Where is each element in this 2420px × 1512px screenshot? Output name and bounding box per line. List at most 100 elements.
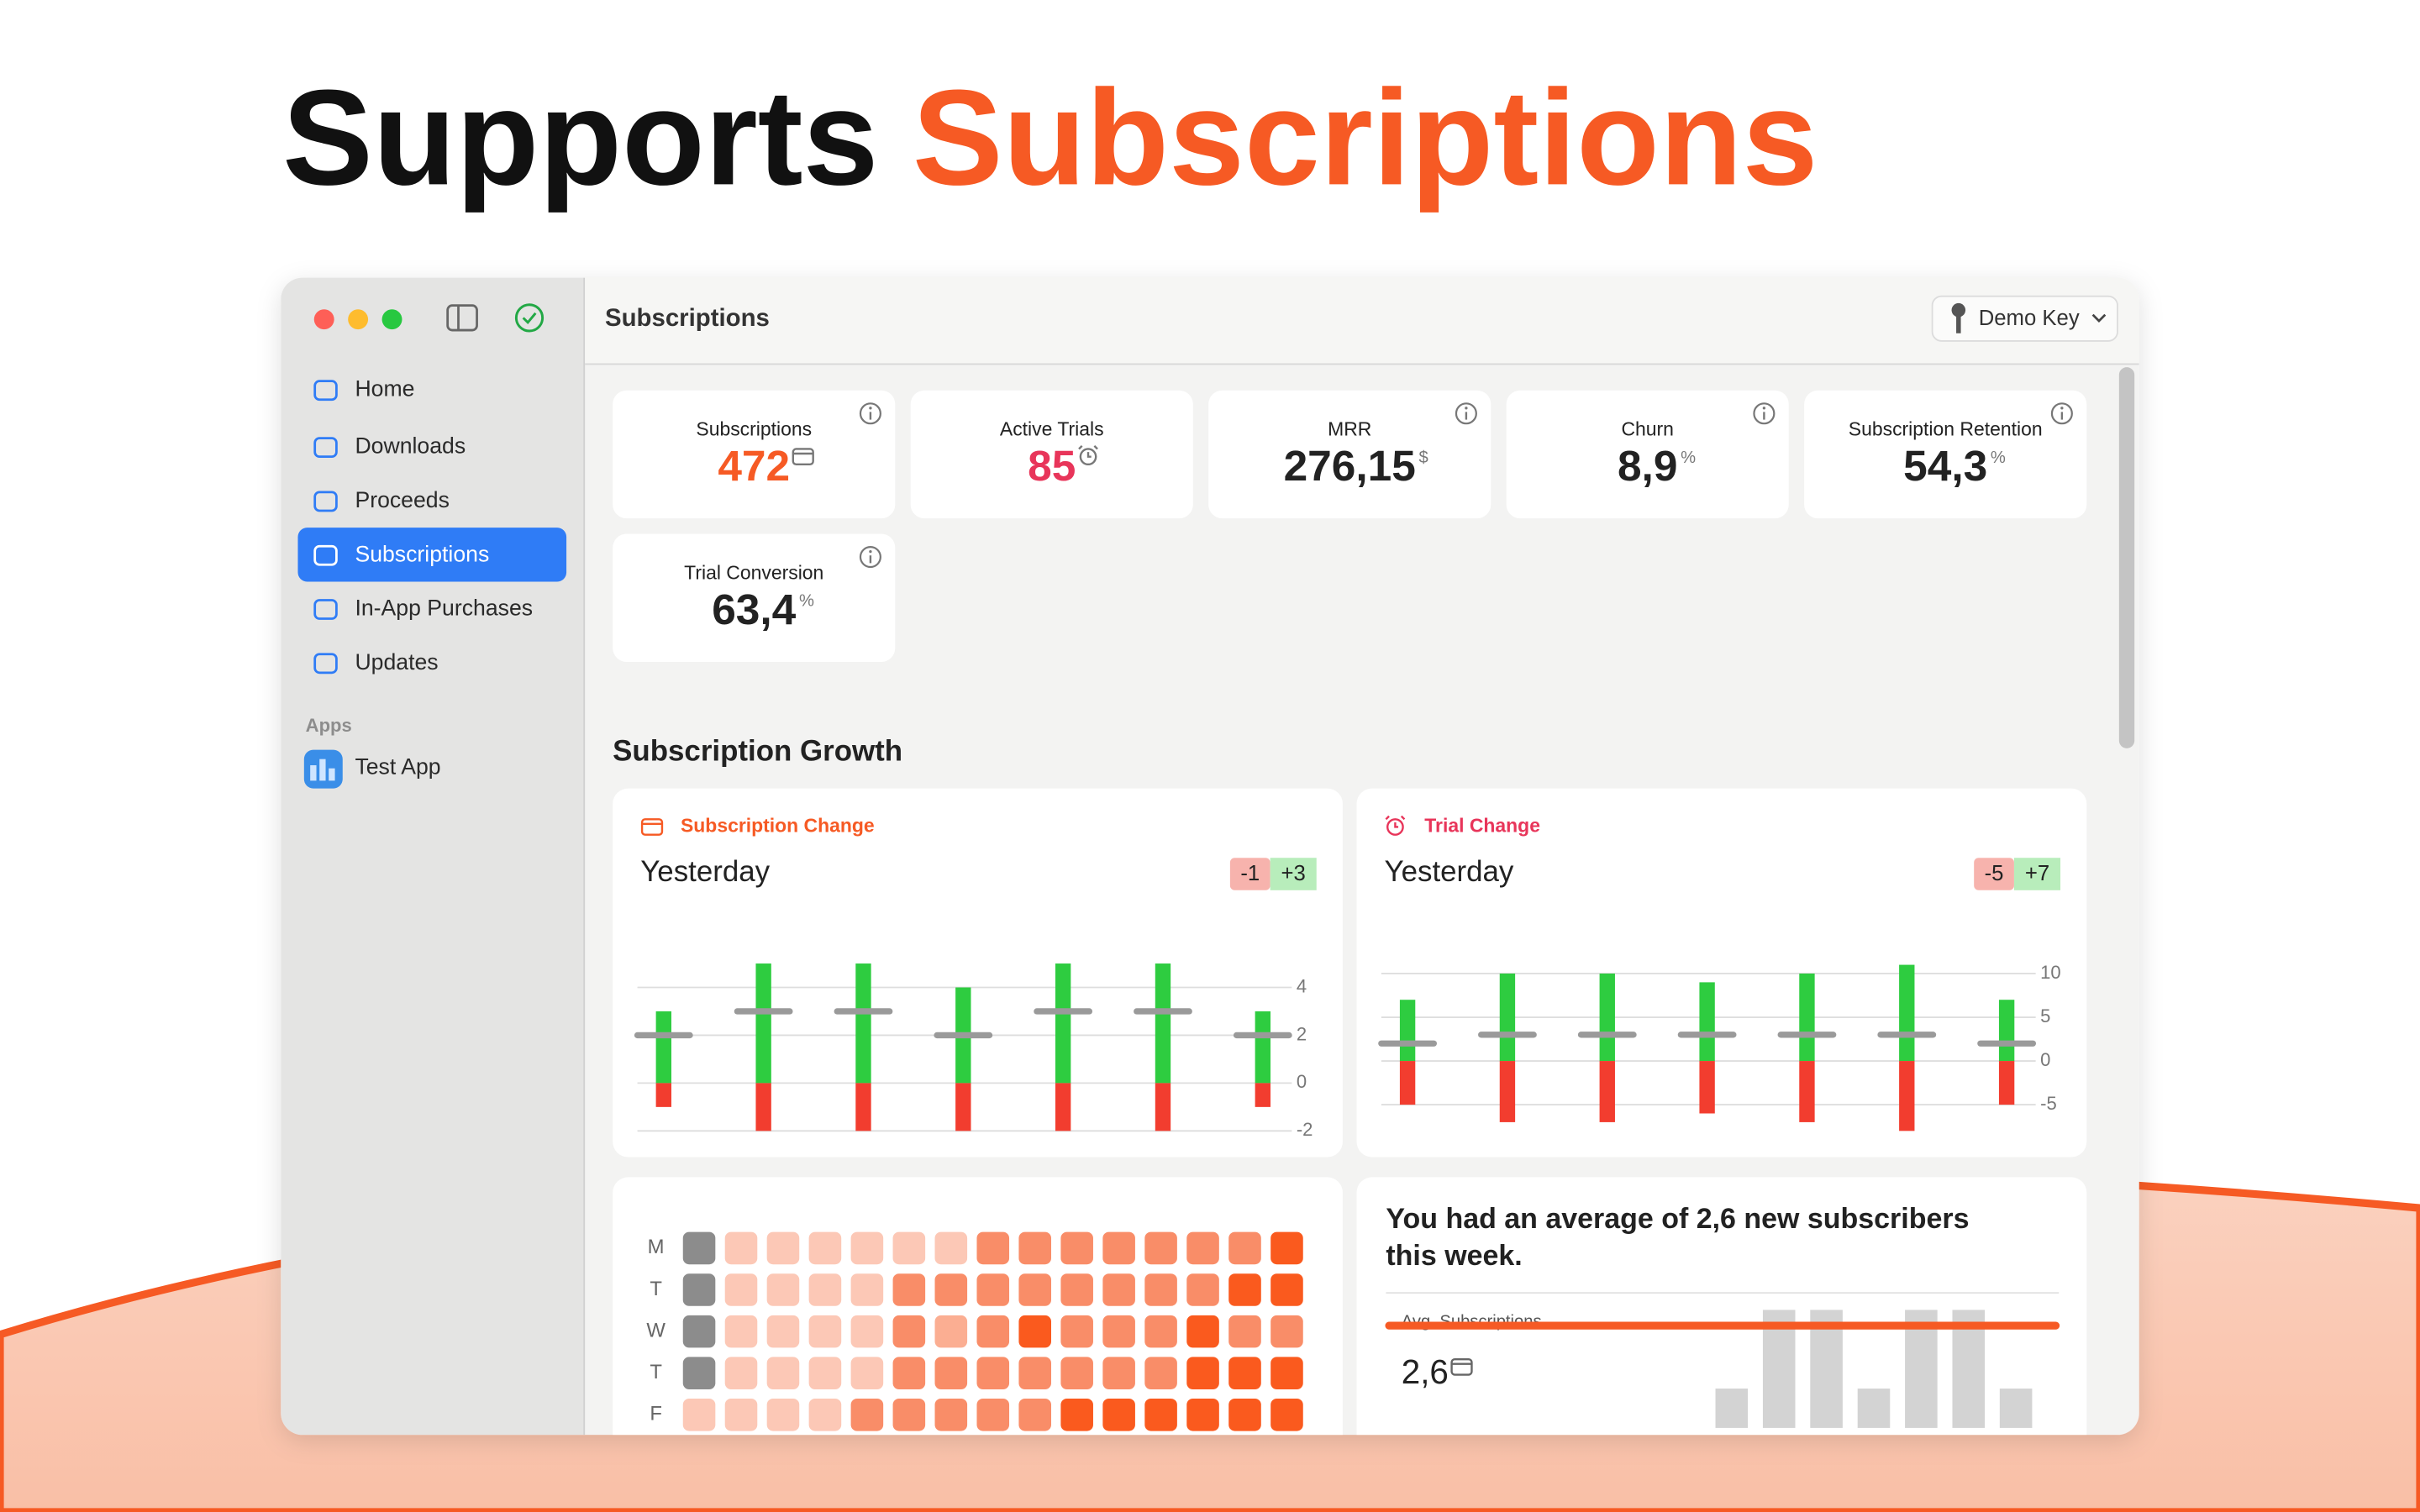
level-marker: [1233, 1032, 1292, 1039]
heatmap-cell: [892, 1273, 926, 1306]
scrollbar[interactable]: [2118, 367, 2135, 748]
sidebar-icon: [313, 380, 338, 402]
heatmap-cell: [850, 1315, 884, 1348]
heatmap-row-label: M: [648, 1236, 665, 1258]
average-card: [1356, 1177, 2087, 1436]
heatmap-cell: [934, 1357, 968, 1389]
heatmap-cell: [1270, 1399, 1303, 1431]
metric-card: [1804, 390, 2087, 519]
card-icon: [792, 448, 814, 466]
section-title: Subscription Growth: [613, 735, 902, 768]
y-tick-label: 5: [2040, 1005, 2050, 1026]
gain-bar: [1155, 963, 1171, 1084]
card-shape: [792, 448, 814, 466]
gain-bar: [1799, 973, 1815, 1062]
close-button[interactable]: [313, 309, 334, 330]
sidebar-item[interactable]: Subscriptions: [355, 541, 489, 566]
loss-bar: [655, 1083, 671, 1107]
sidebar-item[interactable]: In-App Purchases: [355, 596, 533, 621]
level-marker: [1034, 1008, 1093, 1015]
info-icon[interactable]: [2050, 402, 2073, 425]
y-tick-label: 4: [1297, 975, 1307, 996]
heatmap-cell: [724, 1315, 758, 1348]
loss-bar: [1799, 1061, 1815, 1122]
metric-value: 276,15: [1284, 441, 1416, 490]
metric-unit: $: [1419, 449, 1428, 467]
heatmap-cell: [682, 1357, 716, 1389]
sidebar-toggle[interactable]: [446, 304, 478, 332]
heatmap-cell: [1270, 1231, 1303, 1265]
average-headline: this week.: [1386, 1240, 1522, 1272]
loss-bar: [755, 1083, 771, 1131]
level-marker: [1378, 1040, 1437, 1047]
gain-bar: [1899, 964, 1915, 1062]
heatmap-cell: [766, 1273, 800, 1306]
change-badge: [2013, 858, 2061, 890]
change-badge: [1974, 858, 2014, 890]
heatmap-cell: [1144, 1357, 1177, 1389]
metric-value: 472: [718, 441, 790, 490]
level-marker: [834, 1008, 893, 1015]
info-icon[interactable]: [859, 546, 881, 569]
sidebar-item[interactable]: Updates: [355, 649, 438, 675]
level-marker: [1677, 1032, 1737, 1038]
heatmap-cell: [976, 1315, 1010, 1348]
heatmap-cell: [724, 1399, 758, 1431]
heatmap-cell: [808, 1273, 842, 1306]
alarm-hands: [1385, 815, 1406, 828]
gain-bar: [855, 963, 871, 1084]
sidebar-section: Apps: [306, 715, 352, 736]
heatmap-cell: [850, 1399, 884, 1431]
heatmap-cell: [808, 1315, 842, 1348]
metric-card: [1208, 390, 1491, 519]
card-icon: [640, 818, 664, 836]
key-button[interactable]: Demo Key: [1931, 295, 2118, 342]
info-icon-dot: [2060, 407, 2064, 410]
heatmap-cell: [1228, 1357, 1261, 1389]
sidebar-item[interactable]: Home: [355, 376, 414, 402]
loss-bar: [1499, 1061, 1516, 1122]
change-badge-label: +3: [1281, 862, 1306, 885]
heatmap-cell: [1018, 1231, 1051, 1265]
minimize-button[interactable]: [348, 309, 369, 330]
sidebar-item[interactable]: Proceeds: [355, 487, 449, 512]
heatmap-cell: [766, 1357, 800, 1389]
metric-label: Churn: [1621, 418, 1673, 440]
status-check[interactable]: [514, 303, 544, 333]
heatmap-cell: [1186, 1315, 1219, 1348]
average-bar: [1810, 1310, 1843, 1428]
average-bar: [1952, 1310, 1986, 1428]
sidebar-item[interactable]: Downloads: [355, 433, 466, 459]
heatmap-cell: [1144, 1231, 1177, 1265]
heatmap-cell: [1102, 1315, 1135, 1348]
metric-label: Active Trials: [1000, 418, 1104, 440]
metric-label: Trial Conversion: [684, 561, 823, 583]
info-icon[interactable]: [1455, 402, 1477, 425]
alarm-icon: [1385, 815, 1406, 836]
info-icon[interactable]: [859, 402, 881, 425]
loss-bar: [955, 1083, 971, 1131]
y-tick-label: 0: [2040, 1049, 2050, 1070]
heatmap-cell: [682, 1315, 716, 1348]
metric-value: 63,4: [712, 585, 796, 633]
app-item[interactable]: Test App: [355, 754, 440, 780]
sidebar-selection: [297, 528, 567, 582]
zoom-button[interactable]: [381, 309, 402, 330]
chart-subtitle: Yesterday: [1385, 855, 1514, 888]
heatmap-cell: [1228, 1315, 1261, 1348]
heatmap-cell: [1018, 1357, 1051, 1389]
heatmap-cell: [1186, 1231, 1219, 1265]
heatmap-cell: [892, 1357, 926, 1389]
info-icon-dot: [1465, 407, 1468, 410]
heatmap-cell: [1018, 1399, 1051, 1431]
info-icon[interactable]: [1753, 402, 1776, 425]
heatmap-cell: [892, 1231, 926, 1265]
gain-bar: [1255, 1011, 1270, 1084]
card-icon: [1450, 1357, 1473, 1376]
sidebar-icon: [313, 653, 338, 675]
heatmap-cell: [850, 1273, 884, 1306]
level-marker: [1577, 1032, 1637, 1038]
chart-card: [613, 788, 1343, 1158]
